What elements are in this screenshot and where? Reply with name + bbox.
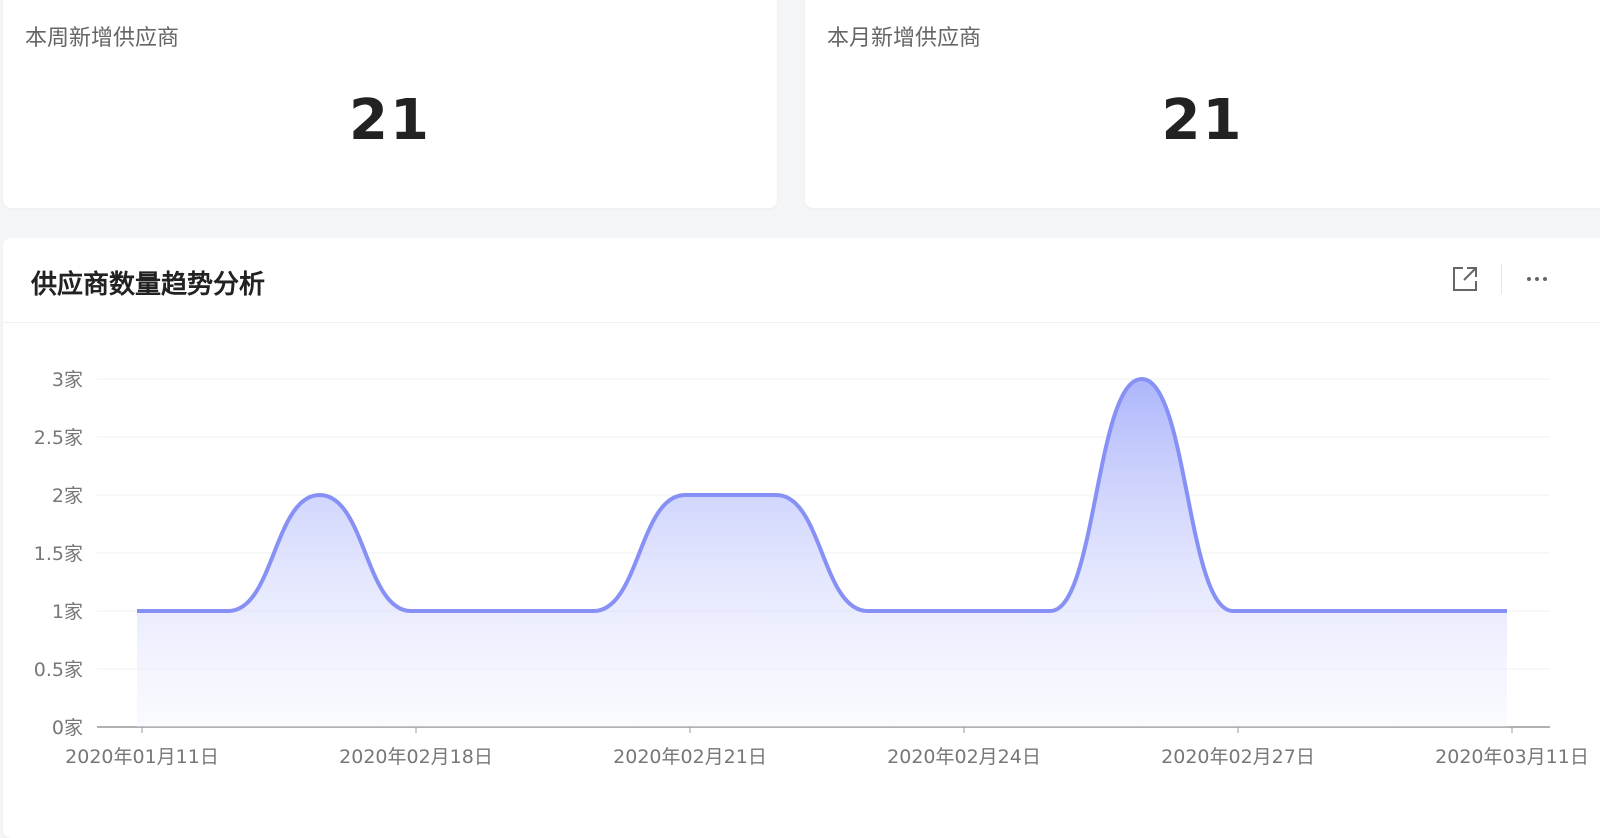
divider [3,322,1600,323]
x-tick-label: 2020年02月24日 [887,746,1041,768]
panel-title: 供应商数量趋势分析 [31,270,266,300]
line [137,376,1507,614]
card-label: 本月新增供应商 [827,26,982,51]
stat-card: 本月新增供应商 21 [805,0,1600,208]
y-tick-label: 3家 [52,369,83,391]
x-tick-label: 2020年03月11日 [1435,746,1589,768]
page: {"cards": [{"label": "本周新增供应商", "value":… [3,0,1600,838]
card-label: 本周新增供应商 [25,26,180,51]
open-icon[interactable] [1450,264,1480,294]
separator [1501,264,1502,294]
x-tick-label: 2020年02月21日 [613,746,767,768]
y-tick-label: 0家 [52,717,83,739]
card-value: 21 [1161,88,1244,153]
x-tick-label: 2020年02月27日 [1161,746,1315,768]
more-icon[interactable] [1525,266,1555,292]
stat-card: 本周新增供应商 21 [3,0,777,208]
y-tick-label: 2家 [52,485,83,507]
y-tick-label: 2.5家 [34,427,83,449]
y-tick-label: 1.5家 [34,543,83,565]
card-value: 21 [349,88,431,153]
y-tick-label: 1家 [52,601,83,623]
x-tick-label: 2020年02月18日 [339,746,493,768]
y-tick-label: 0.5家 [34,659,83,681]
chart: 0家 0.5家 1家 1.5家 2家 2.5家 3家 2020年01月11日 2020年02月1… [34,369,1589,768]
x-tick-label: 2020年01月11日 [65,746,219,768]
